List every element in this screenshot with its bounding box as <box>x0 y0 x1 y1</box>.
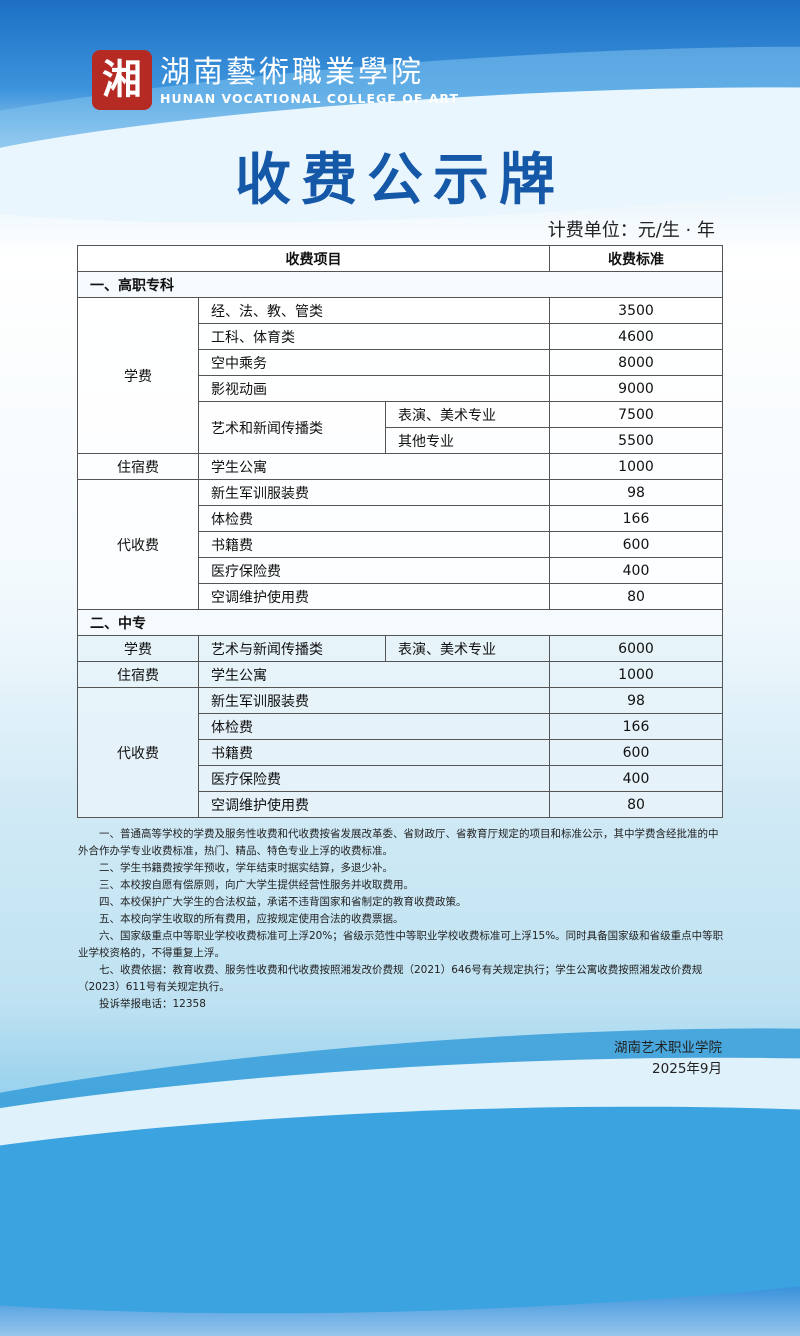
amount: 8000 <box>549 349 723 376</box>
item: 艺术和新闻传播类 <box>198 401 386 454</box>
item: 体检费 <box>198 713 550 740</box>
amount: 80 <box>549 583 723 610</box>
category-tuition: 学费 <box>77 297 199 454</box>
note: 七、收费依据：教育收费、服务性收费和代收费按照湘发改价费规（2021）646号有… <box>78 964 703 993</box>
fee-table: 收费项目 收费标准 一、高职专科 学费 经、法、教、管类 3500 工科、体育类… <box>77 245 723 818</box>
amount: 166 <box>549 505 723 532</box>
category-housing: 住宿费 <box>77 453 199 480</box>
logo-chinese-name: 湖南藝術職業學院 <box>160 54 424 90</box>
notes: 一、普通高等学校的学费及服务性收费和代收费按省发展改革委、省财政厅、省教育厅规定… <box>78 826 726 1013</box>
amount: 400 <box>549 557 723 584</box>
college-logo: 湘 湖南藝術職業學院 HUNAN VOCATIONAL COLLEGE OF A… <box>92 50 459 110</box>
note: 五、本校向学生收取的所有费用，应按规定使用合法的收费票据。 <box>99 913 404 925</box>
amount: 166 <box>549 713 723 740</box>
header-item: 收费项目 <box>77 245 550 272</box>
note: 一、普通高等学校的学费及服务性收费和代收费按省发展改革委、省财政厅、省教育厅规定… <box>78 828 719 857</box>
signature-date: 2025年9月 <box>652 1061 722 1077</box>
amount: 98 <box>549 479 723 506</box>
category-tuition: 学费 <box>77 635 199 662</box>
page-title: 收费公示牌 <box>235 148 565 213</box>
amount: 600 <box>549 531 723 558</box>
amount: 1000 <box>549 661 723 688</box>
item: 艺术与新闻传播类 <box>198 635 386 662</box>
item: 空中乘务 <box>198 349 550 376</box>
sub-item: 其他专业 <box>385 427 550 454</box>
amount: 9000 <box>549 375 723 402</box>
note: 六、国家级重点中等职业学校收费标准可上浮20%；省级示范性中等职业学校收费标准可… <box>78 930 724 959</box>
amount: 4600 <box>549 323 723 350</box>
category-agency: 代收费 <box>77 687 199 818</box>
signature: 湖南艺术职业学院 2025年9月 <box>614 1038 722 1080</box>
amount: 6000 <box>549 635 723 662</box>
section-title: 二、中专 <box>77 609 723 636</box>
item: 影视动画 <box>198 375 550 402</box>
item: 书籍费 <box>198 531 550 558</box>
item: 空调维护使用费 <box>198 583 550 610</box>
signature-org: 湖南艺术职业学院 <box>614 1040 722 1056</box>
sub-item: 表演、美术专业 <box>385 401 550 428</box>
amount: 98 <box>549 687 723 714</box>
category-housing: 住宿费 <box>77 661 199 688</box>
item: 书籍费 <box>198 739 550 766</box>
sub-item: 表演、美术专业 <box>385 635 550 662</box>
item: 新生军训服装费 <box>198 687 550 714</box>
complaint-hotline: 投诉举报电话：12358 <box>99 998 206 1010</box>
header-amount: 收费标准 <box>549 245 723 272</box>
amount: 7500 <box>549 401 723 428</box>
item: 工科、体育类 <box>198 323 550 350</box>
item: 体检费 <box>198 505 550 532</box>
item: 空调维护使用费 <box>198 791 550 818</box>
note: 二、学生书籍费按学年预收，学年结束时据实结算，多退少补。 <box>99 862 393 874</box>
amount: 600 <box>549 739 723 766</box>
unit-label: 计费单位：元/生 · 年 <box>547 220 715 241</box>
section-title: 一、高职专科 <box>77 271 723 298</box>
note: 四、本校保护广大学生的合法权益，承诺不违背国家和省制定的教育收费政策。 <box>99 896 467 908</box>
item: 经、法、教、管类 <box>198 297 550 324</box>
amount: 80 <box>549 791 723 818</box>
item: 新生军训服装费 <box>198 479 550 506</box>
item: 医疗保险费 <box>198 765 550 792</box>
item: 学生公寓 <box>198 661 550 688</box>
amount: 1000 <box>549 453 723 480</box>
item: 医疗保险费 <box>198 557 550 584</box>
category-agency: 代收费 <box>77 479 199 610</box>
amount: 400 <box>549 765 723 792</box>
amount: 3500 <box>549 297 723 324</box>
item: 学生公寓 <box>198 453 550 480</box>
note: 三、本校按自愿有偿原则，向广大学生提供经营性服务并收取费用。 <box>99 879 414 891</box>
logo-english-name: HUNAN VOCATIONAL COLLEGE OF ART <box>160 90 459 106</box>
amount: 5500 <box>549 427 723 454</box>
seal-logo-icon: 湘 <box>92 50 152 110</box>
